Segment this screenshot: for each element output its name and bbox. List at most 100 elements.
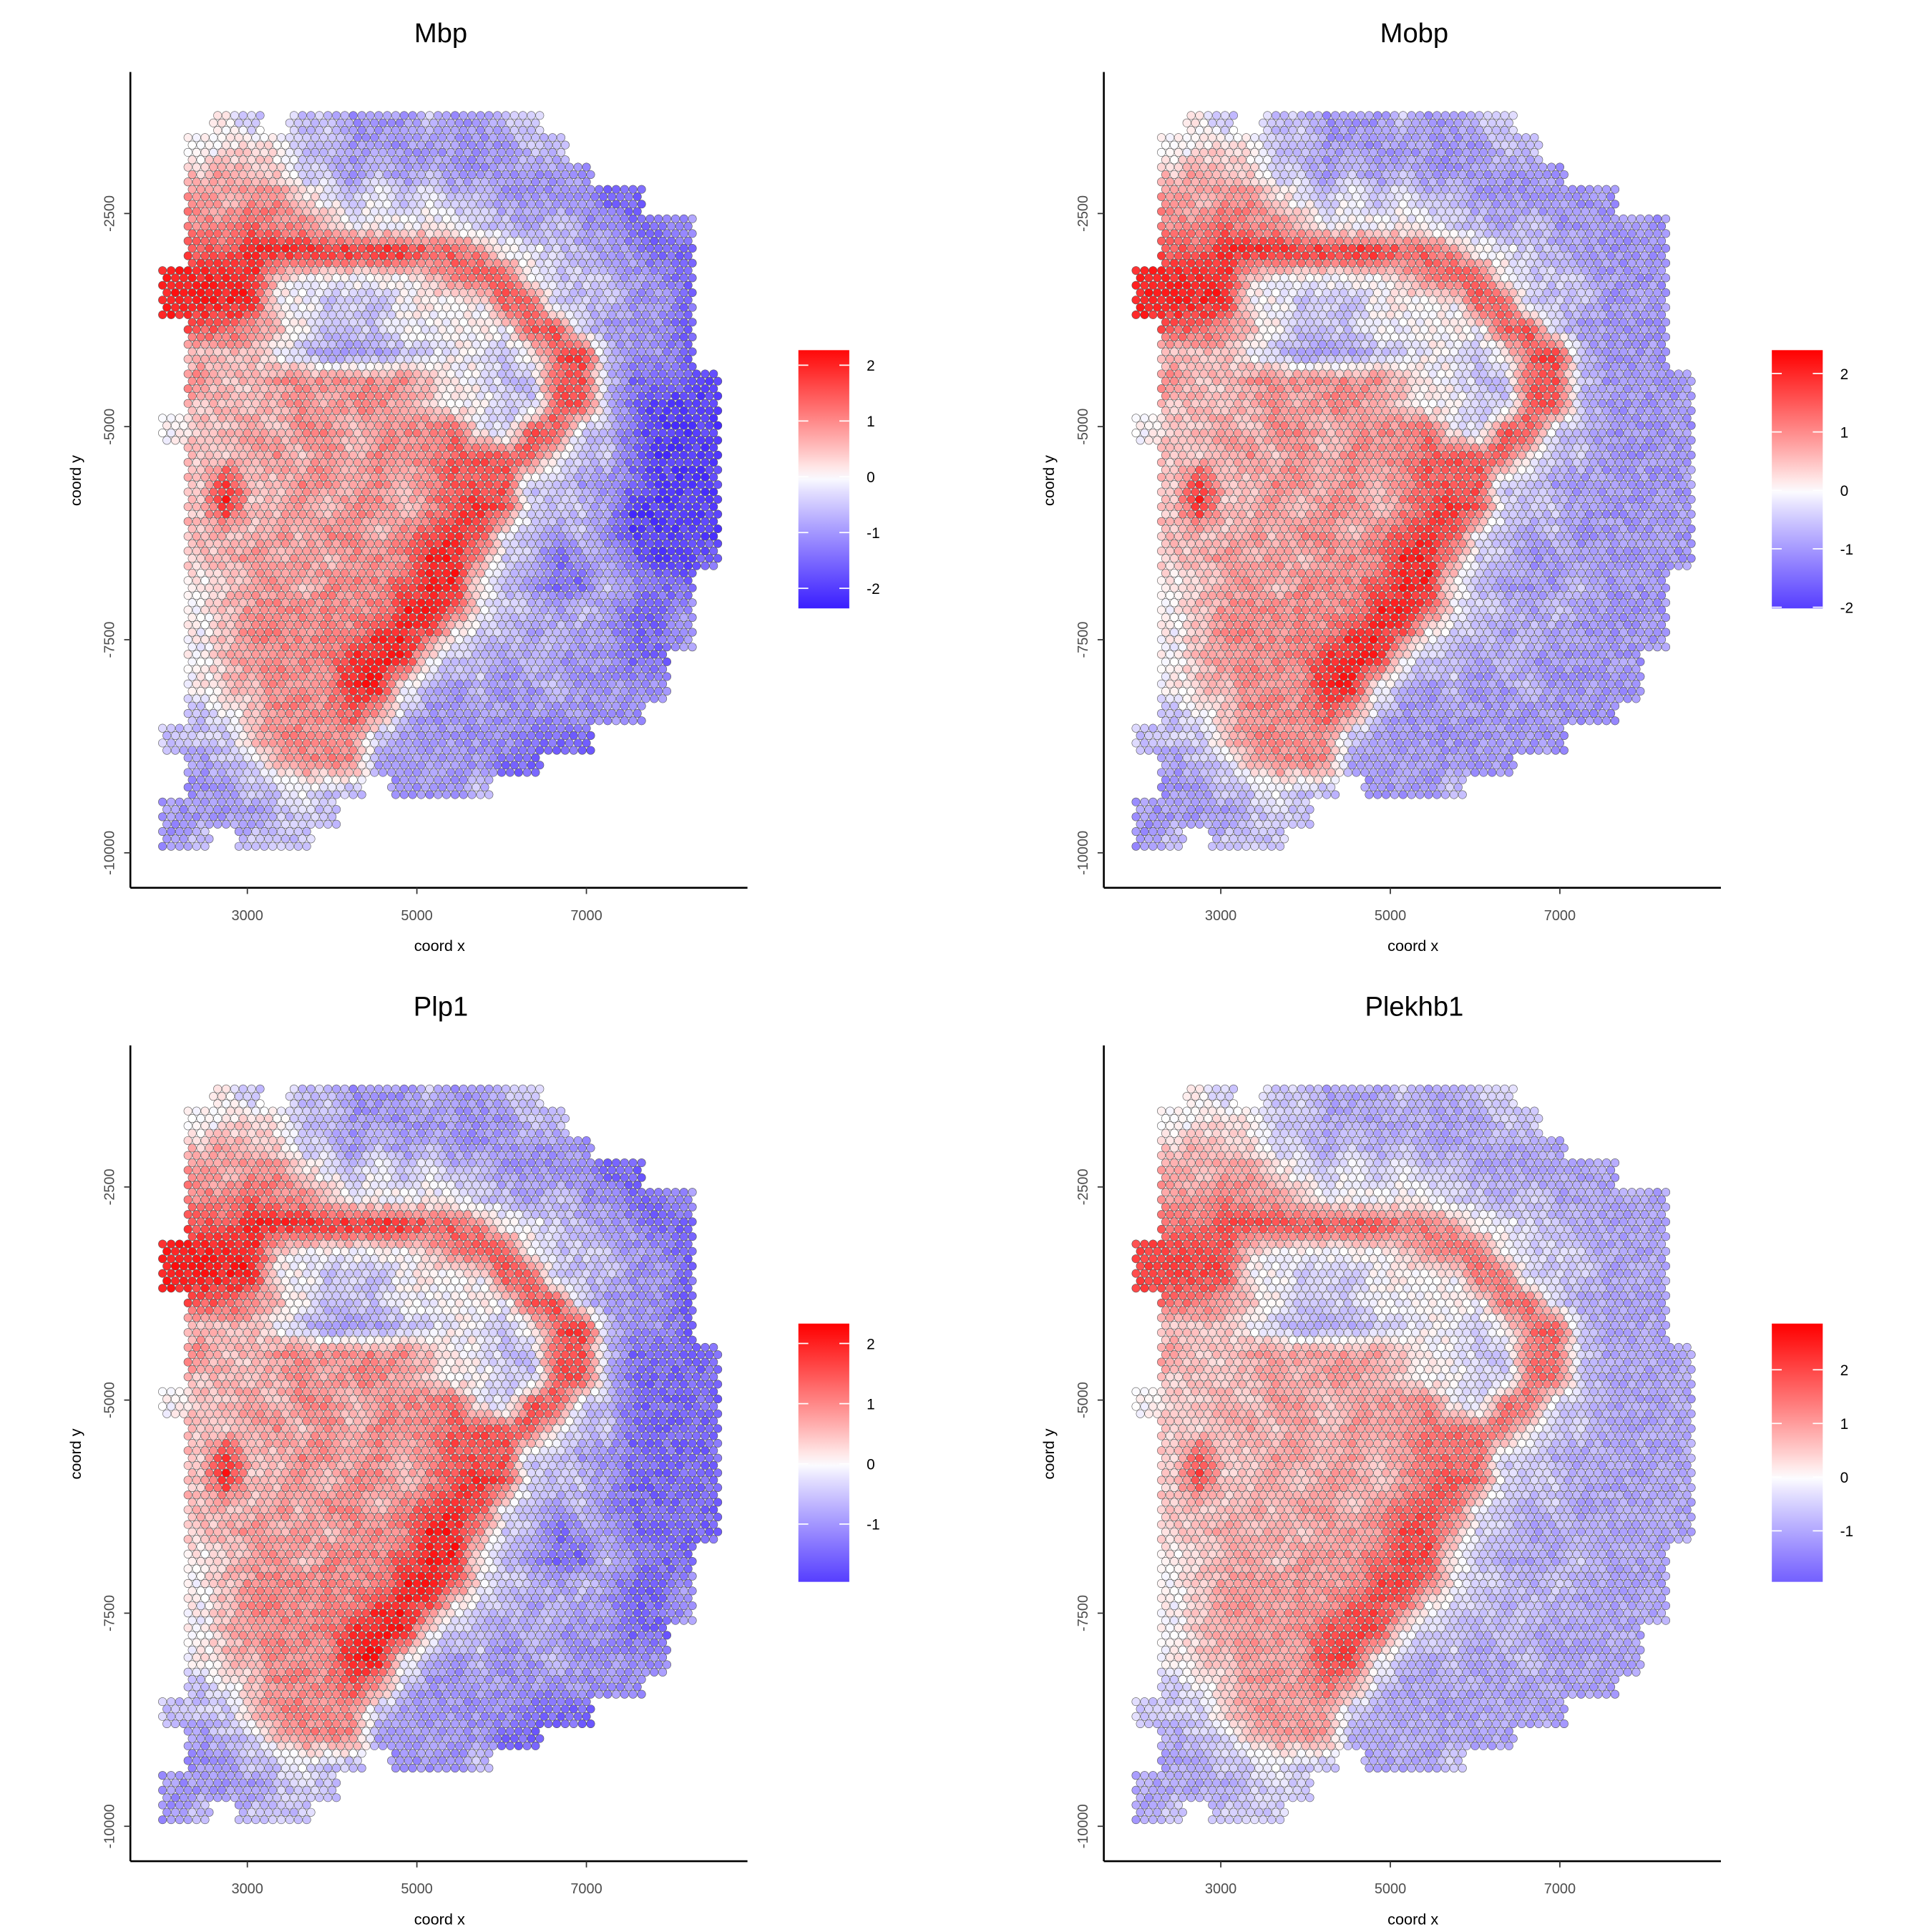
- spot: [371, 148, 379, 156]
- spot: [260, 177, 268, 185]
- spot: [222, 156, 230, 164]
- spot: [298, 348, 306, 356]
- spot: [409, 200, 416, 208]
- spot: [400, 244, 408, 252]
- spot: [472, 281, 480, 289]
- spot: [260, 134, 268, 142]
- spot: [464, 163, 472, 171]
- spot: [557, 208, 565, 215]
- spot: [256, 126, 264, 134]
- spot: [358, 348, 366, 356]
- spot: [455, 266, 463, 274]
- spot: [510, 126, 518, 134]
- spot: [620, 288, 628, 296]
- spot: [235, 311, 243, 318]
- spot: [248, 185, 255, 193]
- spot: [620, 363, 628, 371]
- spot: [324, 112, 332, 119]
- spot: [222, 126, 230, 134]
- spot: [561, 333, 569, 341]
- spot: [290, 288, 298, 296]
- spot: [413, 222, 421, 230]
- spot: [197, 185, 205, 193]
- spot: [459, 230, 467, 238]
- spot: [303, 134, 311, 142]
- spot: [557, 222, 565, 230]
- spot: [608, 355, 615, 363]
- spot: [269, 296, 277, 304]
- spot: [545, 230, 552, 238]
- spot: [281, 303, 289, 311]
- spot: [485, 185, 493, 193]
- spot: [532, 163, 540, 171]
- spot: [459, 141, 467, 149]
- spot: [379, 237, 386, 245]
- spot: [434, 288, 441, 296]
- spot: [675, 237, 683, 245]
- spot: [375, 112, 383, 119]
- spot: [587, 230, 595, 238]
- spot: [574, 237, 582, 245]
- spot: [298, 274, 306, 282]
- spot: [421, 340, 429, 348]
- spot: [506, 370, 514, 378]
- spot: [201, 134, 209, 142]
- spot: [226, 281, 234, 289]
- spot: [252, 296, 260, 304]
- spot: [591, 252, 599, 260]
- spot: [510, 185, 518, 193]
- spot: [375, 318, 383, 326]
- spot: [646, 274, 654, 282]
- spot: [269, 134, 277, 142]
- spot: [277, 134, 285, 142]
- spot: [451, 303, 459, 311]
- spot: [688, 215, 696, 223]
- spot: [311, 252, 319, 260]
- spot: [417, 288, 425, 296]
- spot: [413, 281, 421, 289]
- spot: [277, 148, 285, 156]
- spot: [642, 266, 650, 274]
- spot: [379, 266, 386, 274]
- spot: [477, 156, 484, 164]
- spot: [184, 148, 192, 156]
- spot: [548, 134, 556, 142]
- spot: [481, 370, 489, 378]
- spot: [222, 303, 230, 311]
- spot: [218, 148, 225, 156]
- spot: [497, 311, 505, 318]
- spot: [591, 296, 599, 304]
- spot: [294, 355, 302, 363]
- spot: [404, 281, 412, 289]
- spot: [235, 296, 243, 304]
- spot: [675, 326, 683, 333]
- spot: [320, 148, 328, 156]
- spot: [477, 348, 484, 356]
- spot: [472, 119, 480, 127]
- spot: [265, 318, 273, 326]
- spot: [638, 318, 645, 326]
- spot: [497, 163, 505, 171]
- spot: [548, 208, 556, 215]
- spot: [332, 363, 340, 371]
- spot: [366, 363, 374, 371]
- spot: [464, 296, 472, 304]
- spot: [273, 244, 280, 252]
- spot: [506, 148, 514, 156]
- spot: [684, 266, 692, 274]
- spot: [591, 192, 599, 200]
- spot: [620, 333, 628, 341]
- spot: [290, 318, 298, 326]
- spot: [235, 192, 243, 200]
- spot: [197, 348, 205, 356]
- spot: [663, 274, 670, 282]
- spot: [243, 119, 251, 127]
- spot: [260, 326, 268, 333]
- spot: [243, 281, 251, 289]
- spot: [421, 266, 429, 274]
- spot: [184, 252, 192, 260]
- spot: [192, 208, 200, 215]
- spot: [404, 296, 412, 304]
- spot: [502, 156, 509, 164]
